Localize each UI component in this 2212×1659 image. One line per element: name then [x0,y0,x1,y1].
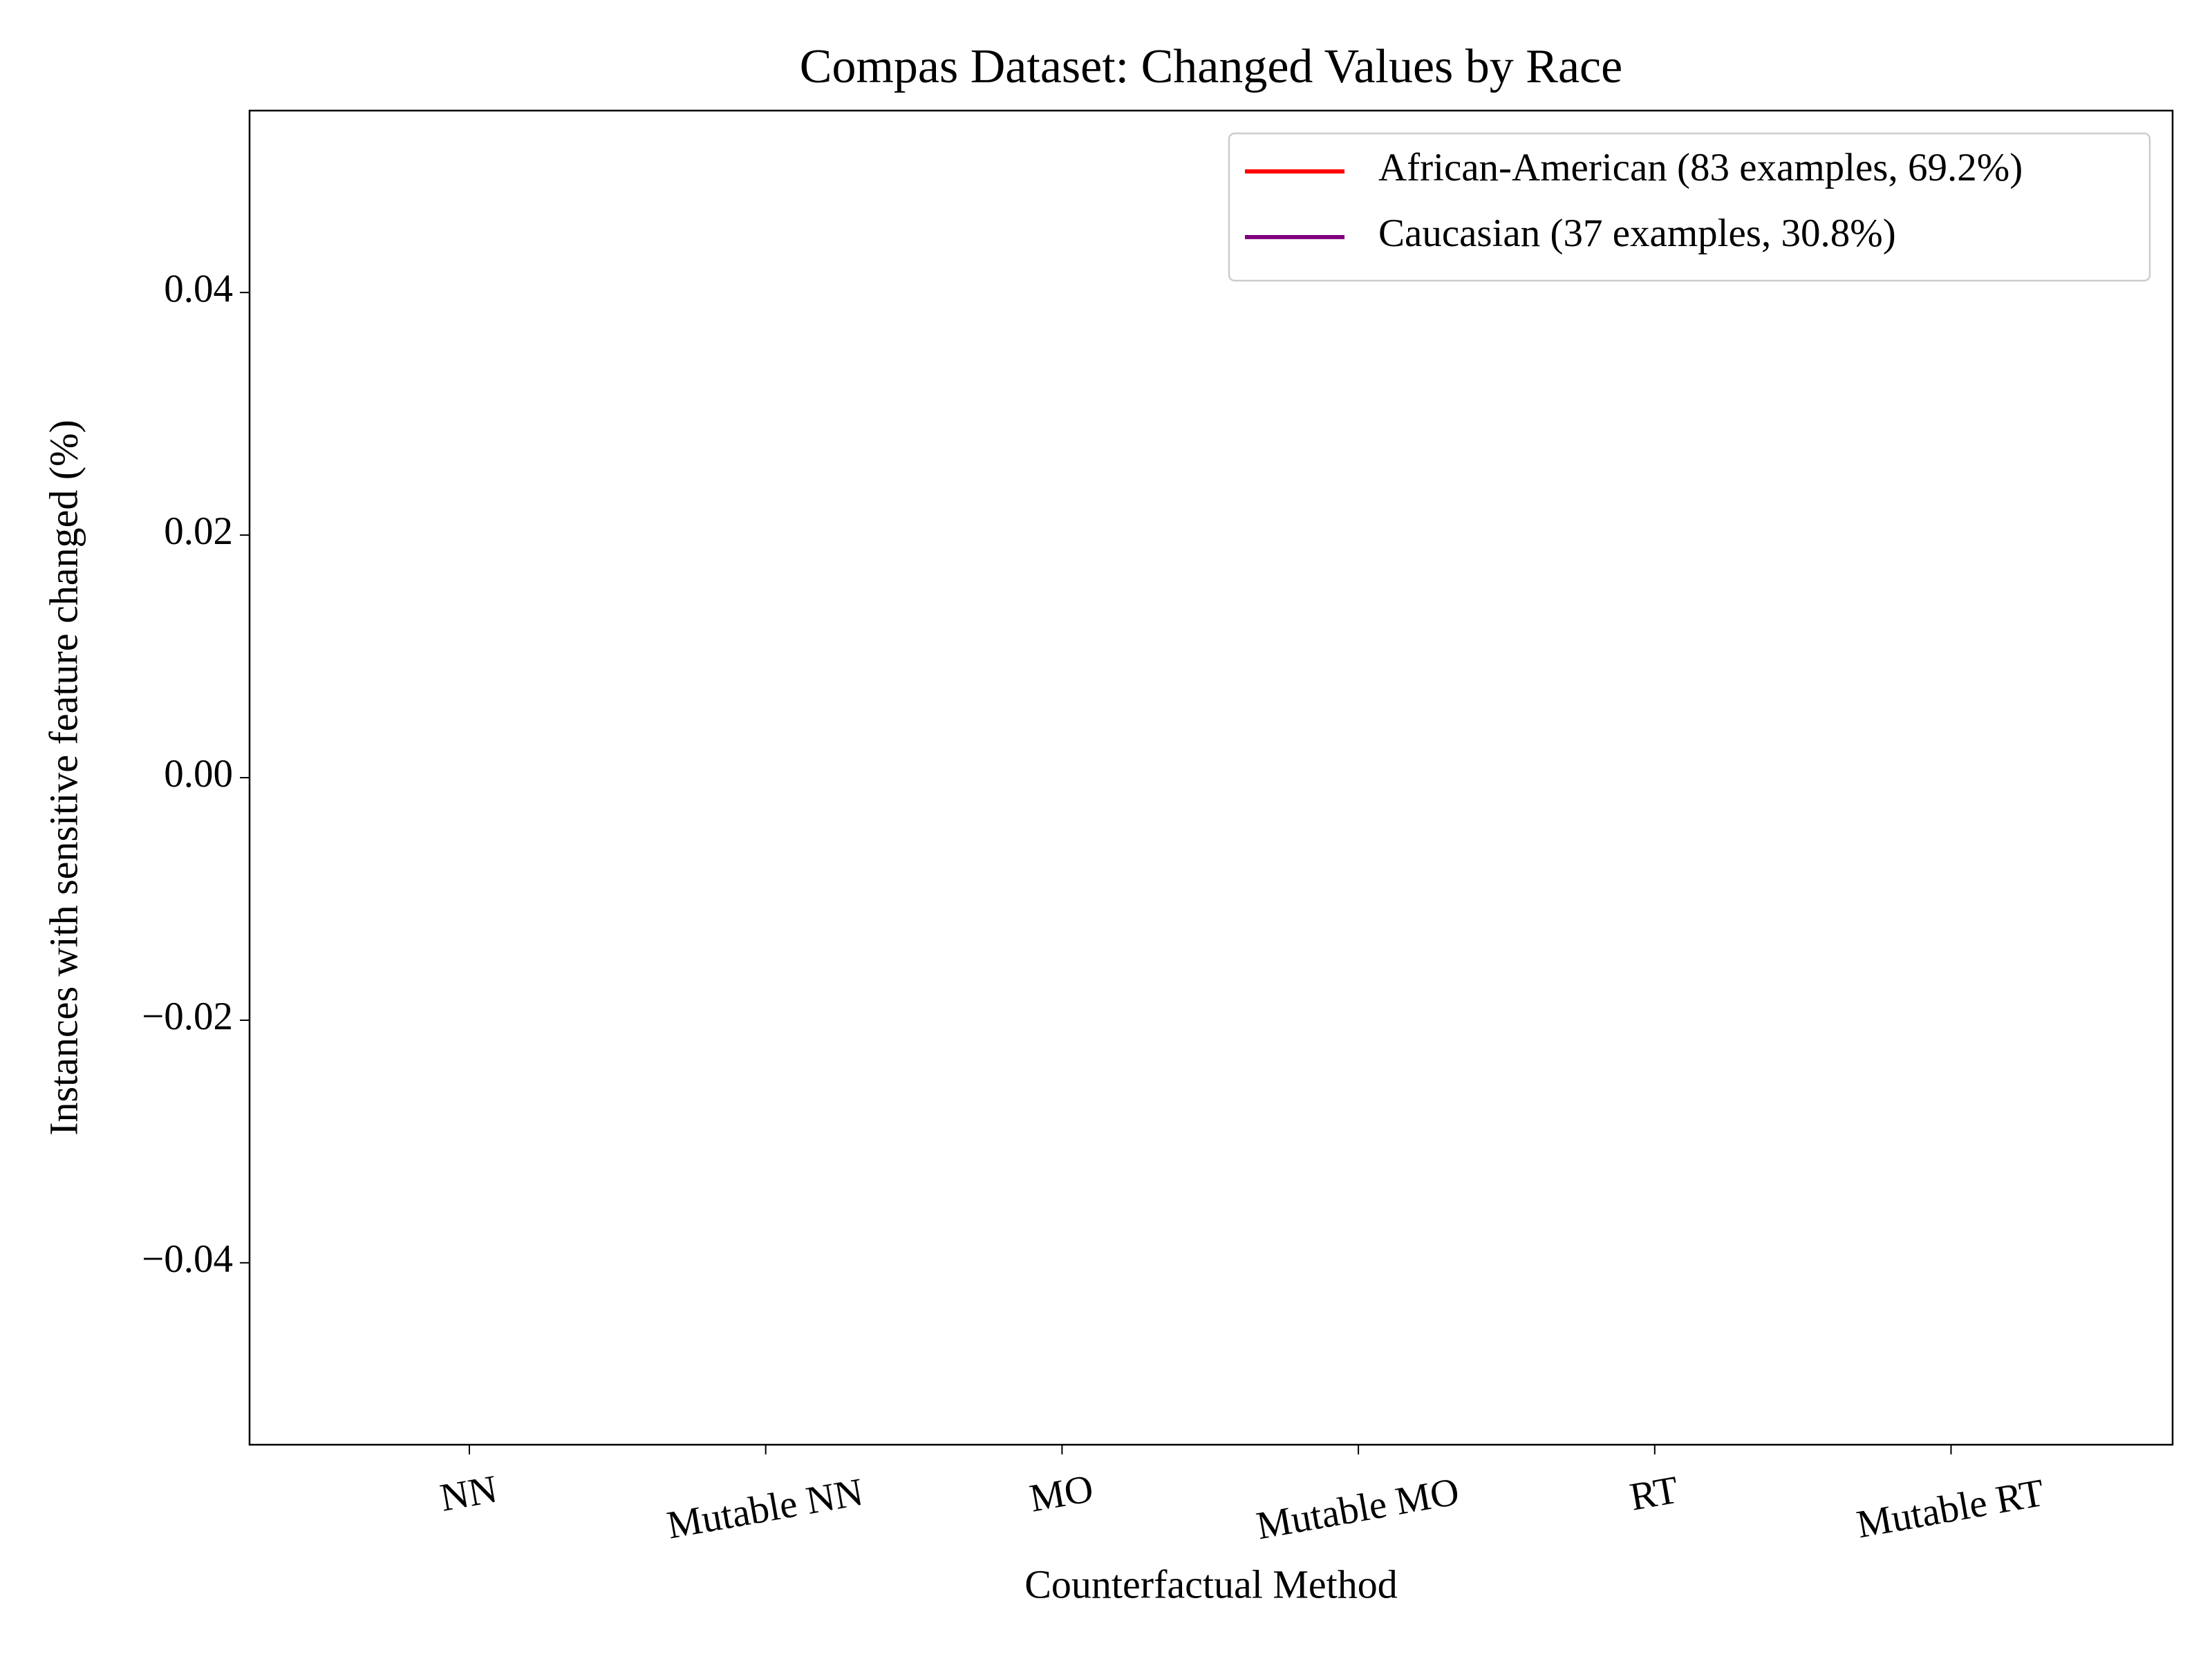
x-tick-label: Mutable RT [1853,1471,2047,1547]
x-axis-label: Counterfactual Method [1024,1562,1398,1606]
plot-frame [248,109,2174,1446]
y-tick-label: 0.02 [164,509,233,553]
legend-box [1228,132,2151,282]
chart-title: Compas Dataset: Changed Values by Race [800,40,1622,93]
x-tick-label: MO [1027,1467,1096,1521]
legend-label: African-American (83 examples, 69.2%) [1378,146,2023,189]
y-tick-label: −0.04 [142,1237,233,1281]
x-tick-label: NN [437,1467,500,1519]
y-axis-label: Instances with sensitive feature changed… [41,420,86,1136]
legend-label: Caucasian (37 examples, 30.8%) [1378,212,1896,255]
y-tick-label: −0.02 [142,995,233,1038]
x-tick-label: Mutable MO [1253,1470,1463,1548]
x-tick-label: Mutable NN [664,1470,866,1548]
x-tick-label: RT [1627,1468,1681,1519]
y-tick-label: 0.04 [164,267,233,310]
y-tick-label: 0.00 [164,752,233,796]
